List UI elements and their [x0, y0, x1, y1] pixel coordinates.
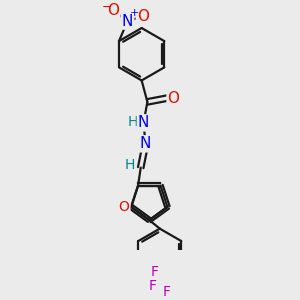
Text: H: H: [128, 115, 138, 129]
Text: O: O: [168, 91, 180, 106]
Text: N: N: [140, 136, 151, 151]
Text: H: H: [125, 158, 135, 172]
Text: −: −: [101, 1, 112, 14]
Text: +: +: [130, 8, 139, 17]
Text: F: F: [163, 286, 170, 299]
Text: O: O: [118, 200, 129, 214]
Text: F: F: [151, 265, 159, 278]
Text: O: O: [107, 3, 119, 18]
Text: O: O: [137, 9, 149, 24]
Text: F: F: [148, 279, 156, 293]
Text: N: N: [122, 14, 133, 28]
Text: N: N: [138, 116, 149, 130]
